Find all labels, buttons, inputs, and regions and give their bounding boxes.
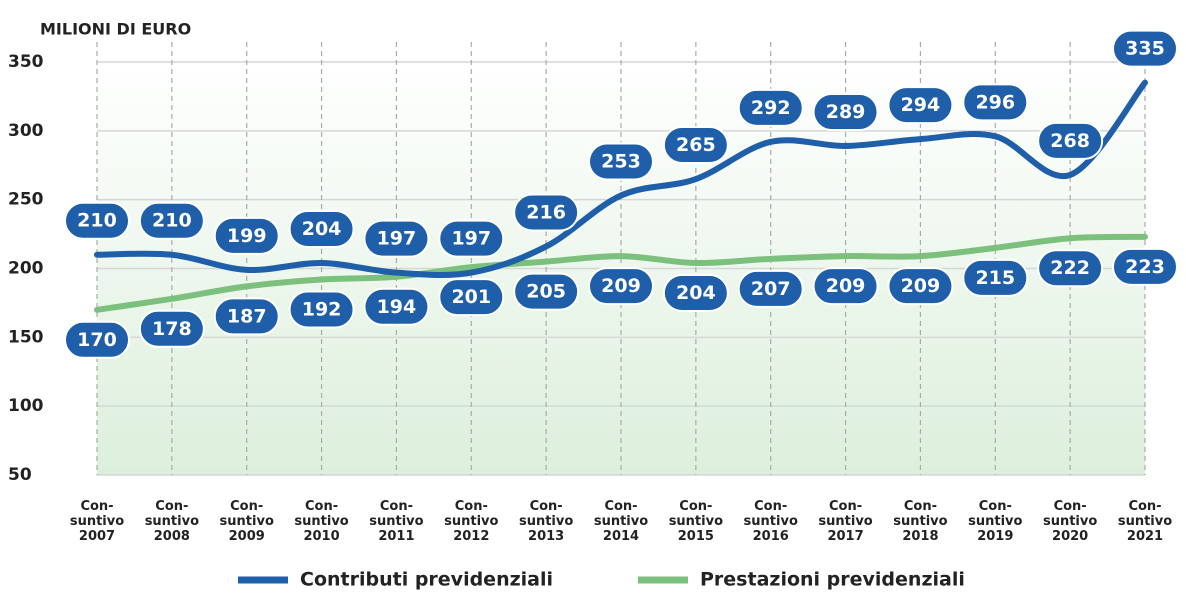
value-pill bbox=[812, 92, 879, 131]
value-pill bbox=[64, 320, 130, 359]
data-label: 296 bbox=[975, 91, 1015, 113]
x-tick-label: Con-suntivo 2016 bbox=[744, 499, 798, 544]
data-label: 207 bbox=[751, 278, 791, 300]
value-pill bbox=[513, 272, 580, 311]
y-tick-label: 300 bbox=[8, 121, 44, 141]
x-tick-label: Con-suntivo 2019 bbox=[968, 499, 1022, 544]
data-label: 204 bbox=[302, 218, 342, 240]
x-tick-label: Con-suntivo 2009 bbox=[220, 499, 274, 544]
data-label: 199 bbox=[227, 225, 267, 247]
data-label: 216 bbox=[526, 201, 566, 223]
y-tick-label: 150 bbox=[8, 327, 44, 347]
series-line bbox=[94, 233, 1148, 313]
value-pill bbox=[1037, 249, 1104, 288]
x-tick-label: Con-suntivo 2013 bbox=[519, 499, 573, 544]
data-label: 204 bbox=[676, 282, 716, 304]
value-pill bbox=[1037, 121, 1104, 160]
y-tick-label: 350 bbox=[8, 52, 44, 72]
y-tick-label: 200 bbox=[8, 259, 44, 279]
data-label: 289 bbox=[826, 101, 866, 123]
data-label: 187 bbox=[227, 305, 267, 327]
value-pill bbox=[962, 258, 1029, 297]
data-label: 222 bbox=[1050, 257, 1090, 279]
data-label: 201 bbox=[451, 286, 491, 308]
data-label: 209 bbox=[601, 275, 641, 297]
data-label: 253 bbox=[601, 151, 641, 173]
value-pill bbox=[138, 201, 205, 240]
value-pill bbox=[962, 83, 1029, 122]
x-tick-label: Con-suntivo 2017 bbox=[818, 499, 872, 544]
data-label: 215 bbox=[975, 267, 1015, 289]
value-pill bbox=[887, 86, 954, 125]
value-pill bbox=[363, 287, 430, 326]
value-pill bbox=[662, 126, 729, 165]
x-tick-label: Con-suntivo 2018 bbox=[893, 499, 947, 544]
x-tick-label: Con-suntivo 2007 bbox=[70, 499, 124, 544]
legend-label: Prestazioni previdenziali bbox=[700, 569, 965, 591]
value-pill bbox=[288, 290, 355, 329]
x-tick-label: Con-suntivo 2015 bbox=[669, 499, 723, 544]
y-axis-title: MILIONI DI EURO bbox=[40, 20, 191, 39]
series-line bbox=[94, 79, 1148, 278]
value-pill bbox=[438, 219, 505, 258]
data-label: 268 bbox=[1050, 130, 1090, 152]
value-pill bbox=[588, 267, 654, 306]
legend-label: Contributi previdenziali bbox=[300, 569, 553, 591]
value-pill bbox=[64, 201, 130, 240]
value-pill bbox=[138, 309, 205, 348]
data-label: 170 bbox=[77, 329, 117, 351]
x-tick-label: Con-suntivo 2020 bbox=[1043, 499, 1097, 544]
data-label: 209 bbox=[901, 275, 941, 297]
x-tick-label: Con-suntivo 2010 bbox=[294, 499, 348, 544]
y-tick-label: 100 bbox=[8, 396, 44, 416]
value-pill bbox=[887, 267, 954, 306]
x-tick-label: Con-suntivo 2021 bbox=[1118, 499, 1172, 544]
value-pill bbox=[213, 216, 280, 255]
data-label: 292 bbox=[751, 97, 791, 119]
value-pill bbox=[737, 269, 804, 308]
value-pill bbox=[588, 142, 654, 181]
data-label: 192 bbox=[302, 299, 342, 321]
value-pill bbox=[288, 209, 355, 248]
value-pill bbox=[438, 278, 505, 317]
value-pill bbox=[213, 297, 280, 336]
data-label: 194 bbox=[377, 296, 417, 318]
data-label: 223 bbox=[1125, 256, 1165, 278]
x-tick-label: Con-suntivo 2011 bbox=[369, 499, 423, 544]
data-label: 209 bbox=[826, 275, 866, 297]
x-tick-label: Con-suntivo 2008 bbox=[145, 499, 199, 544]
data-label: 178 bbox=[152, 318, 192, 340]
value-pill bbox=[513, 193, 580, 232]
data-label: 197 bbox=[451, 228, 491, 250]
data-label: 205 bbox=[526, 281, 566, 303]
value-pill bbox=[363, 219, 430, 258]
data-label: 265 bbox=[676, 134, 716, 156]
value-pill bbox=[662, 273, 729, 312]
data-label: 335 bbox=[1125, 38, 1165, 60]
data-label: 197 bbox=[377, 228, 417, 250]
x-tick-label: Con-suntivo 2014 bbox=[594, 499, 648, 544]
data-label: 210 bbox=[77, 210, 117, 232]
data-label: 294 bbox=[901, 94, 941, 116]
value-pill bbox=[1112, 29, 1178, 68]
y-tick-label: 250 bbox=[8, 190, 44, 210]
value-pill bbox=[1112, 247, 1178, 286]
data-label: 210 bbox=[152, 210, 192, 232]
value-pill bbox=[737, 88, 804, 127]
x-tick-label: Con-suntivo 2012 bbox=[444, 499, 498, 544]
y-tick-label: 50 bbox=[8, 465, 32, 485]
value-pill bbox=[812, 267, 879, 306]
